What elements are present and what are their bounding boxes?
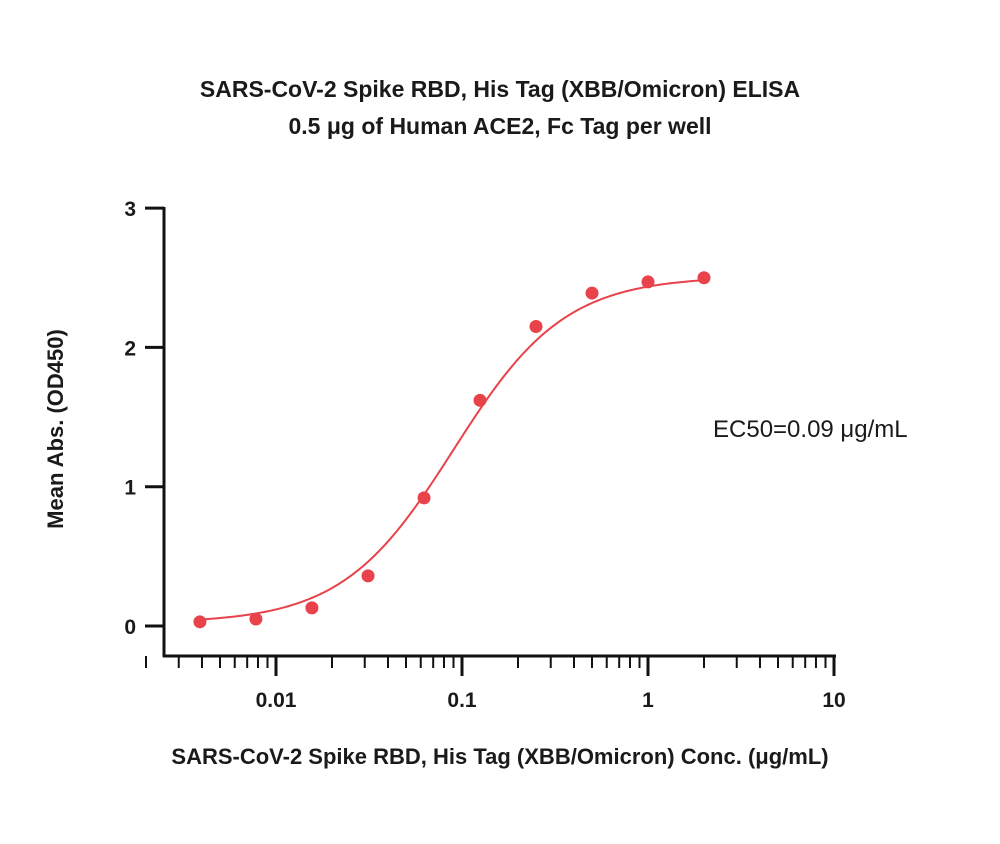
data-point-5 — [473, 393, 487, 407]
y-tick-label-3: 3 — [124, 198, 136, 221]
y-tick-label-2: 2 — [124, 337, 136, 360]
chart-title: SARS-CoV-2 Spike RBD, His Tag (XBB/Omicr… — [200, 76, 800, 102]
data-point-6 — [529, 320, 543, 334]
ec50-annotation: EC50=0.09 μg/mL — [713, 416, 908, 443]
x-tick-label-1: 0.1 — [447, 689, 477, 712]
x-tick-label-2: 1 — [642, 689, 654, 712]
data-point-8 — [641, 275, 655, 289]
y-tick-label-0: 0 — [124, 616, 136, 639]
x-tick-label-0: 0.01 — [256, 689, 297, 712]
y-ticks: 0 1 2 3 — [124, 198, 164, 639]
x-ticks: 0.01 0.1 1 10 — [144, 656, 846, 712]
data-point-1 — [249, 612, 263, 626]
x-axis-label: SARS-CoV-2 Spike RBD, His Tag (XBB/Omicr… — [171, 744, 828, 769]
data-point-7 — [585, 286, 599, 300]
y-tick-label-1: 1 — [124, 477, 136, 500]
chart-subtitle: 0.5 μg of Human ACE2, Fc Tag per well — [288, 113, 711, 139]
data-point-0 — [193, 615, 207, 629]
fit-curve — [199, 279, 705, 621]
data-point-4 — [417, 491, 431, 505]
data-point-3 — [361, 569, 375, 583]
data-point-2 — [305, 601, 319, 615]
x-tick-label-3: 10 — [822, 689, 845, 712]
y-axis-label: Mean Abs. (OD450) — [43, 329, 68, 529]
data-point-9 — [697, 271, 711, 285]
data-points — [193, 271, 711, 629]
